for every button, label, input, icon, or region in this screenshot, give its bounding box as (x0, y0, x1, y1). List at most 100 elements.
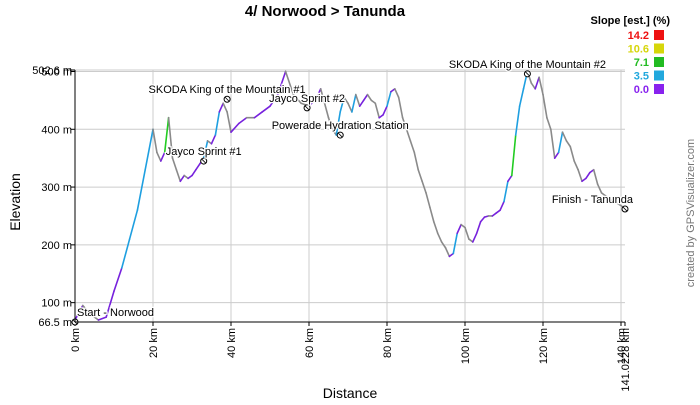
legend-swatch (654, 43, 664, 54)
profile-segment (604, 194, 611, 200)
profile-segment (187, 174, 193, 180)
profile-segment (343, 96, 349, 105)
y-tick-label: 200 m (41, 240, 72, 252)
profile-segment (499, 200, 505, 211)
profile-segment (316, 88, 322, 99)
legend-label: 14.2 (628, 30, 649, 42)
waypoint-marker: Powerade Hydration Station (270, 119, 410, 139)
waypoint-marker: Finish - Tanunda (551, 193, 635, 213)
profile-segment (456, 223, 462, 235)
profile-segment (319, 88, 326, 105)
watermark: created by GPSVisualizer.com (685, 139, 697, 287)
profile-segment (218, 102, 225, 113)
profile-segment (183, 174, 189, 180)
profile-segment (495, 209, 501, 214)
profile-segment (362, 93, 369, 102)
profile-segment (436, 232, 443, 243)
profile-segment (136, 168, 147, 211)
waypoint-icon-mark (337, 132, 343, 138)
profile-segment (561, 131, 568, 142)
x-tick-label: 20 km (148, 328, 160, 358)
profile-segment (514, 105, 521, 136)
profile-segment (472, 232, 478, 243)
profile-segment (507, 174, 513, 183)
profile-segment (565, 140, 572, 148)
profile-segment (569, 145, 576, 162)
profile-segment (382, 105, 388, 116)
profile-segment (179, 174, 186, 183)
profile-segment (546, 116, 552, 131)
profile-segment (429, 206, 435, 223)
profile-segment (121, 238, 131, 269)
waypoint-icon-mark (622, 206, 628, 212)
profile-segment (491, 212, 498, 217)
profile-segment (292, 93, 303, 105)
profile-segment (82, 304, 92, 315)
profile-segment (323, 102, 330, 119)
profile-segment (394, 88, 400, 99)
profile-segment (534, 76, 540, 90)
profile-segment (202, 140, 209, 159)
legend-swatch (654, 30, 664, 40)
profile-segment (374, 102, 381, 119)
profile-segment (440, 241, 447, 249)
waypoint-marker: Jayco Sprint #1 (165, 145, 243, 165)
profile-segment (553, 151, 560, 159)
profile-segment (230, 122, 240, 133)
legend-swatch (654, 84, 664, 94)
profile-segment (479, 216, 486, 223)
profile-segment (195, 163, 201, 171)
profile-segment (171, 157, 178, 171)
profile-segment (327, 116, 334, 131)
waypoint-marker: Jayco Sprint #2 (268, 92, 346, 112)
legend-label: 7.1 (634, 57, 649, 69)
profile-segment (277, 70, 287, 96)
legend-label: 10.6 (628, 44, 649, 56)
y-tick-label: 66.5 m (38, 317, 72, 329)
x-tick-label: 141.0228 km (620, 328, 632, 392)
profile-segment (530, 82, 537, 90)
legend-swatch (654, 57, 664, 67)
x-tick-label: 140 km (616, 328, 628, 364)
profile-segment (358, 99, 365, 107)
annotations: Start - Norwood Jayco Sprint #1 SKODA King… (71, 58, 635, 326)
profile-segment (89, 313, 100, 321)
profile-segment (386, 90, 392, 107)
profile-segment (405, 128, 412, 142)
profile-segment (226, 111, 232, 133)
waypoint-label: Jayco Sprint #1 (166, 146, 242, 158)
slope-legend: Slope [est.] (%) 14.2 10.67.1 3.50.0 (591, 15, 671, 96)
profile-segment (191, 168, 197, 177)
profile-segment (444, 246, 451, 258)
profile-segment (284, 70, 295, 96)
waypoint-label: Finish - Tanunda (552, 194, 634, 206)
profile-segment (577, 168, 583, 183)
profile-segment (366, 93, 373, 102)
profile-segment (464, 226, 470, 240)
waypoint-label: SKODA King of the Mountain #1 (149, 84, 306, 96)
waypoint-icon-mark (201, 158, 206, 164)
legend-label: 3.5 (634, 71, 649, 83)
profile-segment (238, 116, 248, 125)
profile-segment (452, 232, 459, 255)
profile-segment (503, 180, 509, 203)
y-axis-label: Elevation (7, 173, 23, 231)
profile-segment (156, 151, 162, 162)
x-tick-label: 120 km (538, 328, 550, 364)
profile-segment (144, 128, 154, 171)
y-tick-label: 502.6 m (32, 65, 72, 77)
legend-swatch (654, 70, 664, 81)
profile-segment (557, 131, 564, 154)
profile-segment (210, 134, 217, 145)
legend-title: Slope [est.] (%) (591, 15, 671, 27)
profile-segment (417, 168, 423, 183)
profile-segment (335, 111, 342, 136)
profile-segment (269, 93, 279, 107)
x-axis-ticks: 0 km 20 km 40 km 60 km 80 km 100 km 120 km 140 … (70, 322, 632, 392)
waypoint-icon-mark (304, 105, 310, 111)
profile-segment (175, 168, 182, 183)
profile-segment (413, 151, 420, 171)
